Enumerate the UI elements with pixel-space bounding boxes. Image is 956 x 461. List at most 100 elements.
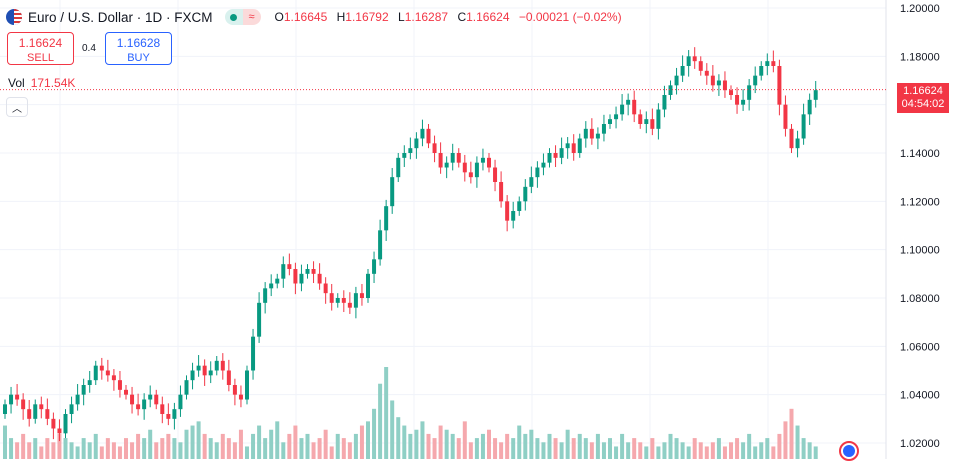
candle-body <box>601 124 606 134</box>
volume-bar <box>505 433 510 459</box>
candle-body <box>148 394 153 400</box>
spread-value: 0.4 <box>82 43 96 54</box>
volume-bar <box>789 408 794 459</box>
candle-body <box>353 293 358 308</box>
volume-bar <box>686 446 691 459</box>
candle-body <box>783 104 788 129</box>
volume-bar <box>178 442 183 459</box>
candle-body <box>63 414 68 434</box>
volume-bar <box>263 438 268 459</box>
candle-body <box>408 148 413 153</box>
volume-bar <box>608 438 612 459</box>
volume-bar <box>317 438 322 459</box>
delay-wave-icon: ≈ <box>242 9 261 25</box>
volume-bar <box>722 446 727 459</box>
candle-body <box>686 56 691 66</box>
volume-bar <box>716 438 721 459</box>
y-tick-label: 1.02000 <box>900 438 940 450</box>
volume-bar <box>347 442 352 459</box>
candle-body <box>384 206 389 231</box>
low-value: 1.16287 <box>404 10 449 24</box>
candle-body <box>275 278 280 284</box>
volume-bar <box>753 446 758 459</box>
volume-bar <box>420 421 425 459</box>
buy-button[interactable]: 1.16628 BUY <box>105 32 172 65</box>
volume-bar <box>378 383 383 459</box>
candle-body <box>765 61 770 66</box>
candle-body <box>480 157 485 163</box>
volume-bar <box>329 446 334 459</box>
candle-body <box>438 153 443 168</box>
market-status-pill[interactable]: ≈ <box>224 9 261 25</box>
candle-body <box>347 302 352 308</box>
volume-bar <box>662 442 667 459</box>
candle-body <box>293 269 298 284</box>
chevron-up-icon[interactable]: ︿ <box>6 97 28 117</box>
volume-bar <box>372 408 377 459</box>
symbol-title[interactable]: Euro / U.S. Dollar · 1D · FXCM <box>28 9 213 25</box>
volume-bar <box>105 438 110 459</box>
volume-bar <box>565 429 570 459</box>
volume-bar <box>807 442 812 459</box>
volume-bar <box>251 433 256 459</box>
volume-bar <box>190 425 195 459</box>
candle-body <box>801 114 806 139</box>
candle-body <box>172 409 177 419</box>
candle-body <box>747 85 752 100</box>
volume-bar <box>93 433 98 459</box>
candle-body <box>3 404 7 414</box>
candle-body <box>668 85 673 95</box>
y-tick-label: 1.18000 <box>900 51 940 63</box>
volume-bar <box>311 442 316 459</box>
candle-body <box>692 56 697 62</box>
volume-bar <box>493 438 498 459</box>
candle-body <box>414 138 419 149</box>
candle-body <box>813 90 818 100</box>
volume-bar <box>257 425 262 459</box>
candle-body <box>493 167 498 182</box>
candle-body <box>214 360 219 371</box>
candle-body <box>529 177 534 187</box>
candle-body <box>390 177 395 207</box>
volume-bar <box>359 425 364 459</box>
event-badge-icon[interactable] <box>839 441 859 461</box>
volume-bar <box>275 421 280 459</box>
volume-bar <box>813 446 818 459</box>
volume-bar <box>801 438 806 459</box>
volume-bar <box>783 421 788 459</box>
candle-body <box>456 153 461 163</box>
volume-bar <box>202 433 207 459</box>
candle-body <box>644 119 649 124</box>
sell-button[interactable]: 1.16624 SELL <box>7 32 74 65</box>
candle-body <box>366 273 370 298</box>
candle-body <box>662 95 667 110</box>
candle-body <box>93 365 98 381</box>
volume-bar <box>166 433 171 459</box>
candle-body <box>281 264 286 279</box>
volume-bar <box>196 421 201 459</box>
high-value: 1.16792 <box>345 10 389 24</box>
candle-body <box>487 157 491 168</box>
bar-countdown: 04:54:02 <box>901 98 945 110</box>
candle-body <box>698 61 703 71</box>
volume-bar <box>765 438 770 459</box>
volume-bar <box>353 433 358 459</box>
candle-body <box>130 394 135 405</box>
candle-body <box>287 264 292 269</box>
candle-body <box>105 370 110 376</box>
volume-legend[interactable]: Vol 171.54K <box>8 76 75 90</box>
candle-body <box>614 114 619 120</box>
volume-bar <box>735 438 740 459</box>
volume-bar <box>511 438 516 459</box>
candle-body <box>196 365 201 371</box>
candle-body <box>111 375 116 381</box>
volume-bar <box>577 433 582 459</box>
candle-body <box>232 385 237 395</box>
volume-bar <box>27 442 32 459</box>
volume-bar <box>626 442 631 459</box>
candle-body <box>117 380 122 390</box>
close-value: 1.16624 <box>466 10 510 24</box>
candle-body <box>359 293 364 298</box>
candle-body <box>245 370 249 400</box>
